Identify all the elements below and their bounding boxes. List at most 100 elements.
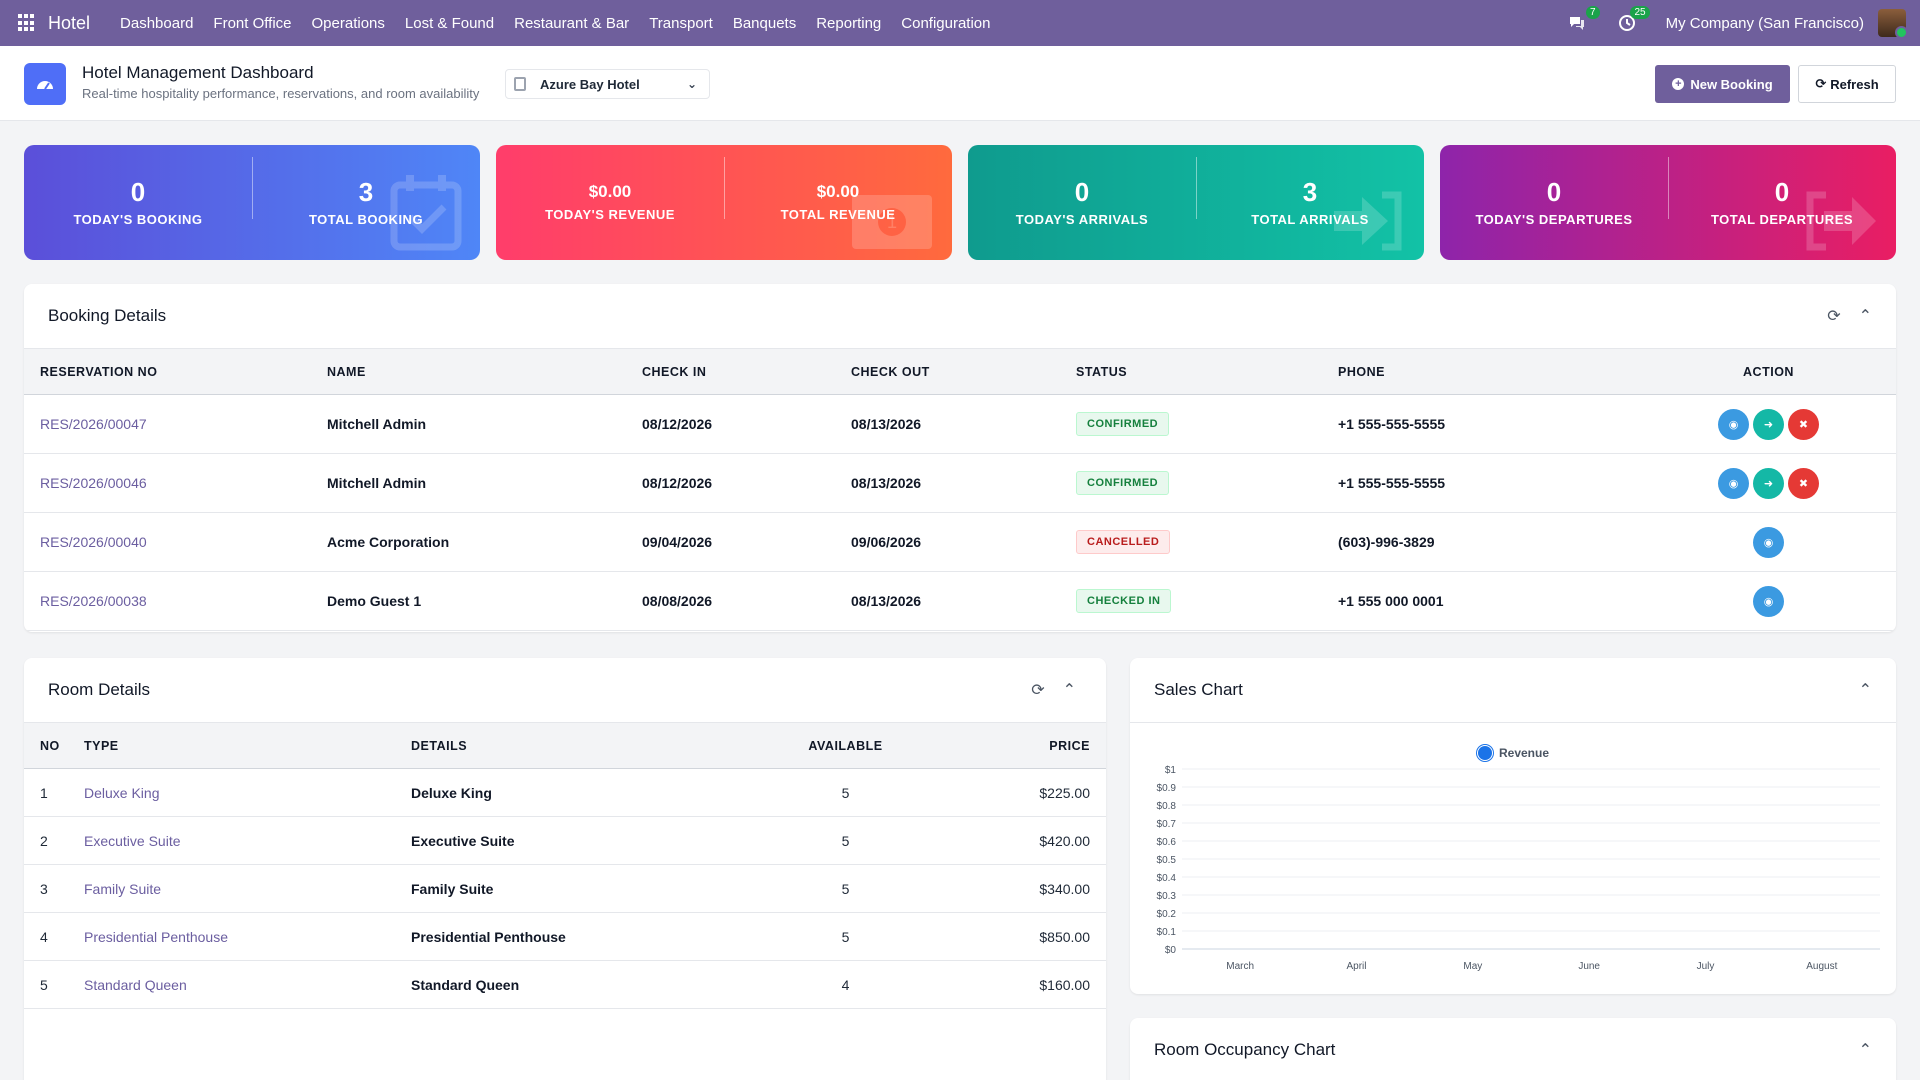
- table-row[interactable]: RES/2026/00038 Demo Guest 1 08/08/2026 08/1…: [24, 571, 1896, 631]
- sign-out-icon: [1802, 191, 1878, 256]
- nav-item-reporting[interactable]: Reporting: [816, 14, 882, 32]
- sales-chart-title: Sales Chart: [1154, 680, 1243, 699]
- dashboard-header: Hotel Management Dashboard Real-time hos…: [0, 46, 1920, 121]
- user-avatar[interactable]: [1878, 9, 1908, 39]
- column-header: NO: [24, 722, 84, 769]
- new-booking-button[interactable]: + New Booking: [1655, 65, 1790, 103]
- room-type-link[interactable]: Family Suite: [84, 864, 411, 913]
- check-in-button[interactable]: ➜: [1753, 467, 1784, 499]
- column-header: ACTION: [1641, 348, 1896, 395]
- collapse-icon[interactable]: ⌃: [1062, 682, 1076, 699]
- action-cell: ◉: [1641, 512, 1896, 572]
- table-row[interactable]: RES/2026/00040 Acme Corporation 09/04/2026…: [24, 512, 1896, 572]
- view-button[interactable]: ◉: [1753, 585, 1784, 617]
- y-tick-label: $1: [1165, 765, 1177, 776]
- room-no: 1: [24, 768, 84, 817]
- check-out-date: 08/13/2026: [851, 571, 1076, 631]
- guest-name: Mitchell Admin: [327, 394, 642, 454]
- refresh-icon: ⟳: [1815, 76, 1827, 91]
- stat-today[interactable]: $0.00 TODAY'S REVENUE: [496, 145, 724, 260]
- column-header: RESERVATION NO: [24, 348, 327, 395]
- activities-button[interactable]: 25: [1616, 6, 1650, 34]
- room-type-link[interactable]: Executive Suite: [84, 816, 411, 865]
- refresh-button[interactable]: ⟳ Refresh: [1798, 65, 1896, 103]
- messages-badge: 7: [1586, 6, 1600, 19]
- view-button[interactable]: ◉: [1718, 408, 1749, 440]
- stat-today[interactable]: 0 TODAY'S BOOKING: [24, 145, 252, 260]
- table-row[interactable]: 1 Deluxe King Deluxe King 5 $225.00: [24, 768, 1106, 817]
- stat-today[interactable]: 0 TODAY'S DEPARTURES: [1440, 145, 1668, 260]
- room-details-title: Room Details: [48, 680, 151, 699]
- messages-button[interactable]: 7: [1566, 6, 1600, 34]
- nav-item-restaurant-bar[interactable]: Restaurant & Bar: [514, 14, 630, 32]
- nav-item-configuration[interactable]: Configuration: [901, 14, 991, 32]
- nav-item-lost-found[interactable]: Lost & Found: [404, 14, 495, 32]
- table-row[interactable]: 5 Standard Queen Standard Queen 4 $160.00: [24, 960, 1106, 1009]
- stat-card-1[interactable]: 0 TODAY'S BOOKING 3 TOTAL BOOKING: [24, 145, 480, 260]
- y-tick-label: $0.9: [1157, 783, 1177, 794]
- y-tick-label: $0.1: [1157, 927, 1177, 938]
- collapse-icon[interactable]: ⌃: [1858, 308, 1872, 325]
- reservation-link[interactable]: RES/2026/00046: [24, 453, 327, 513]
- nav-item-banquets[interactable]: Banquets: [732, 14, 797, 32]
- y-tick-label: $0.6: [1157, 837, 1177, 848]
- cancel-button[interactable]: ✖: [1788, 467, 1819, 499]
- sign-in-icon: [1330, 191, 1406, 256]
- page-title: Hotel Management Dashboard: [82, 63, 314, 82]
- stat-total[interactable]: 3 TOTAL BOOKING: [252, 145, 480, 260]
- app-brand[interactable]: Hotel: [48, 12, 91, 33]
- collapse-icon[interactable]: ⌃: [1858, 1042, 1872, 1059]
- x-tick-label: June: [1578, 961, 1600, 972]
- table-row[interactable]: 4 Presidential Penthouse Presidential Pent…: [24, 912, 1106, 961]
- booking-details-title: Booking Details: [48, 306, 167, 325]
- room-type-link[interactable]: Standard Queen: [84, 960, 411, 1009]
- y-tick-label: $0.8: [1157, 801, 1177, 812]
- hotel-select[interactable]: Azure Bay Hotel ⌄: [505, 69, 710, 99]
- check-in-date: 08/12/2026: [642, 453, 851, 513]
- apps-menu-icon[interactable]: [18, 14, 36, 32]
- stat-card-3[interactable]: 0 TODAY'S ARRIVALS 3 TOTAL ARRIVALS: [968, 145, 1424, 260]
- room-type-link[interactable]: Presidential Penthouse: [84, 912, 411, 961]
- stat-total[interactable]: 3 TOTAL ARRIVALS: [1196, 145, 1424, 260]
- chart-legend[interactable]: Revenue: [1130, 745, 1896, 761]
- company-switcher[interactable]: My Company (San Francisco): [1665, 14, 1864, 32]
- stat-card-2[interactable]: 1 $0.00 TODAY'S REVENUE $0.00 TOTAL REVENUE: [496, 145, 952, 260]
- guest-name: Acme Corporation: [327, 512, 642, 572]
- reservation-link[interactable]: RES/2026/00047: [24, 394, 327, 454]
- reload-icon[interactable]: ⟳: [1031, 682, 1045, 699]
- check-in-button[interactable]: ➜: [1753, 408, 1784, 440]
- view-button[interactable]: ◉: [1718, 467, 1749, 499]
- booking-details-panel: Booking Details ⟳ ⌃ RESERVATION NO NAME CH…: [24, 284, 1896, 632]
- cancel-button[interactable]: ✖: [1788, 408, 1819, 440]
- money-bill-icon: 1: [850, 193, 934, 256]
- activities-badge: 25: [1630, 6, 1650, 19]
- view-button[interactable]: ◉: [1753, 526, 1784, 558]
- stat-total[interactable]: 0 TOTAL DEPARTURES: [1668, 145, 1896, 260]
- stat-divider: [1196, 157, 1197, 219]
- x-tick-label: March: [1226, 961, 1254, 972]
- nav-item-front-office[interactable]: Front Office: [213, 14, 292, 32]
- room-no: 4: [24, 912, 84, 961]
- stat-total[interactable]: $0.00 TOTAL REVENUE: [724, 145, 952, 260]
- collapse-icon[interactable]: ⌃: [1858, 682, 1872, 699]
- nav-item-operations[interactable]: Operations: [311, 14, 385, 32]
- column-header: TYPE: [84, 722, 411, 769]
- nav-item-dashboard[interactable]: Dashboard: [120, 14, 194, 32]
- room-type-link[interactable]: Deluxe King: [84, 768, 411, 817]
- stat-today[interactable]: 0 TODAY'S ARRIVALS: [968, 145, 1196, 260]
- room-details: Presidential Penthouse: [411, 912, 757, 961]
- action-cell: ◉ ➜ ✖: [1641, 453, 1896, 513]
- table-row[interactable]: RES/2026/00047 Mitchell Admin 08/12/2026 08…: [24, 394, 1896, 454]
- reservation-link[interactable]: RES/2026/00038: [24, 571, 327, 631]
- status-badge: CONFIRMED: [1076, 412, 1170, 436]
- nav-item-transport[interactable]: Transport: [649, 14, 713, 32]
- stat-card-4[interactable]: 0 TODAY'S DEPARTURES 0 TOTAL DEPARTURES: [1440, 145, 1896, 260]
- chevron-down-icon: ⌄: [686, 77, 697, 91]
- reload-icon[interactable]: ⟳: [1827, 308, 1841, 325]
- table-row[interactable]: 3 Family Suite Family Suite 5 $340.00: [24, 864, 1106, 913]
- stat-value: 0: [1774, 176, 1790, 207]
- reservation-link[interactable]: RES/2026/00040: [24, 512, 327, 572]
- table-row[interactable]: 2 Executive Suite Executive Suite 5 $420.00: [24, 816, 1106, 865]
- chat-icon: [1569, 17, 1584, 30]
- table-row[interactable]: RES/2026/00046 Mitchell Admin 08/12/2026 08…: [24, 453, 1896, 513]
